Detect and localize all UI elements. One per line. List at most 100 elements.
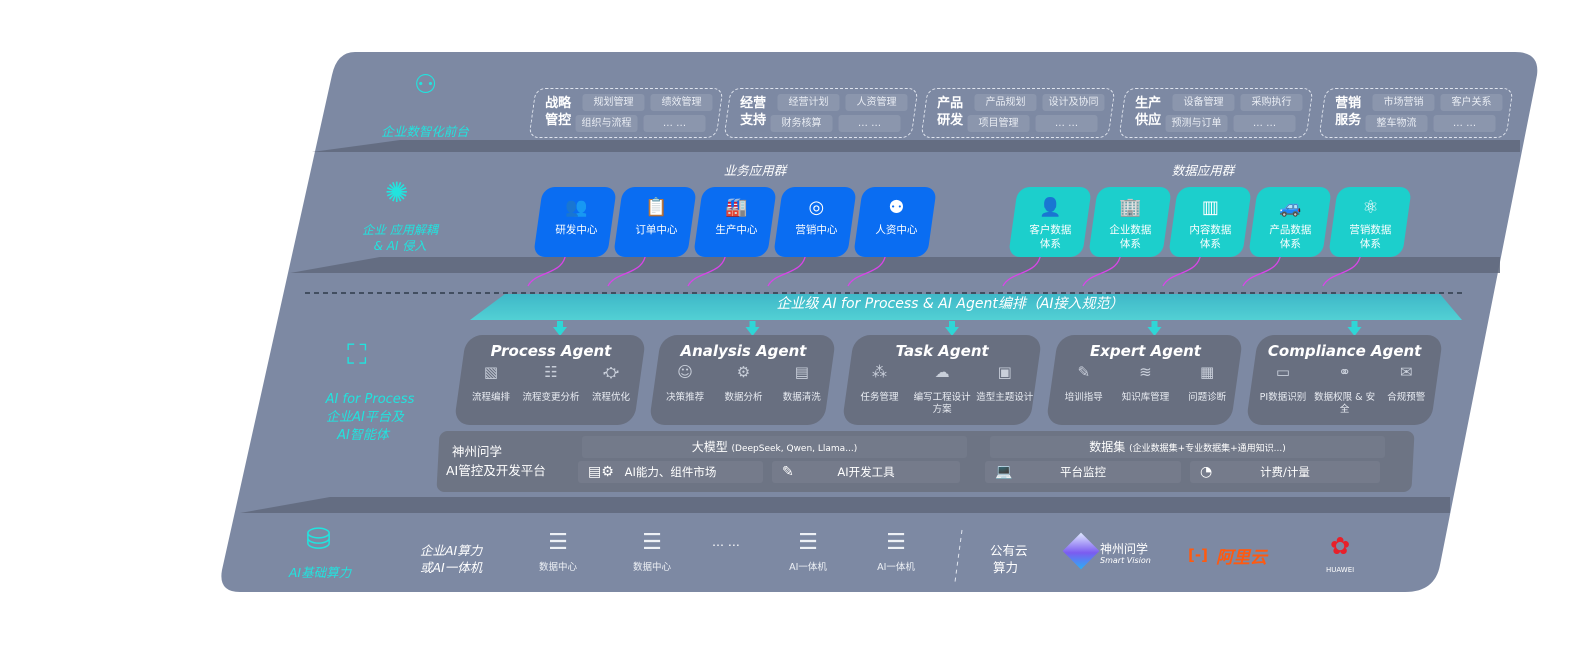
model-title: 大模型 [691, 440, 728, 454]
tile-content: 👥 研发中心 [539, 187, 613, 237]
orchestration-banner: 企业级 AI for Process & AI Agent编排（AI接入规范） [776, 296, 1124, 312]
server[interactable]: ☰ 数据中心 [622, 530, 682, 573]
agent-card-1[interactable]: Analysis Agent ☺ 决策推荐 ⚙ 数据分析 ▤ 数据清洗 [648, 335, 837, 425]
agent-capability[interactable]: ▭ PI数据识别 [1252, 363, 1313, 416]
business-tile[interactable]: 👥 研发中心 [533, 187, 617, 257]
capability-icon: ▦ [1200, 363, 1215, 381]
front-group-item[interactable]: … … [643, 115, 706, 132]
agent-capability[interactable]: ⚭ 数据权限 & 安全 [1314, 363, 1375, 416]
platform-cell[interactable]: ✎ AI开发工具 [772, 461, 960, 483]
agent-capability[interactable]: ≋ 知识库管理 [1115, 363, 1176, 404]
agent-capability[interactable]: ⁂ 任务管理 [848, 363, 910, 416]
agent-content: Compliance Agent ▭ PI数据识别 ⚭ 数据权限 & 安全 ✉ 合规预警 [1252, 342, 1437, 416]
users-icon: 👥 [565, 197, 588, 218]
agent-capability[interactable]: ▤ 数据清洗 [773, 363, 831, 404]
front-group-item[interactable]: … … [838, 115, 901, 132]
platform-cell[interactable]: ▤⚙ AI能力、组件市场 [578, 461, 763, 483]
business-tile[interactable]: 📋 订单中心 [613, 187, 697, 257]
tile-content: 🏢 企业数据体系 [1093, 187, 1167, 251]
agent-capability[interactable]: ▦ 问题诊断 [1177, 363, 1238, 404]
front-group-item[interactable]: 经营计划 [777, 94, 840, 111]
agent-capability[interactable]: ☷ 流程变更分析 [521, 363, 580, 404]
front-group-item[interactable]: 市场营销 [1372, 94, 1435, 111]
public-label-1: 公有云 [990, 543, 1028, 558]
data-tile-label: 企业数据体系 [1109, 224, 1152, 250]
atom-icon: ⚛ [1362, 197, 1379, 218]
agent-capability[interactable]: ⛮ 流程优化 [581, 363, 640, 404]
ai-label-2: 企业AI平台及 [326, 410, 404, 425]
platform-cell[interactable]: ◔ 计费/计量 [1190, 461, 1380, 483]
aliyun-name: 阿里云 [1216, 548, 1267, 568]
platform-cell-icon: ✎ [782, 464, 794, 480]
server-icon: ☰ [886, 530, 906, 555]
clipboard-icon: 📋 [645, 197, 668, 218]
agent-items: ▧ 流程编排 ☷ 流程变更分析 ⛮ 流程优化 [461, 363, 641, 404]
business-tile[interactable]: ◎ 营销中心 [773, 187, 857, 257]
brain-icon: ⚇ [414, 70, 438, 100]
agent-capability[interactable]: ☺ 决策推荐 [656, 363, 714, 404]
agent-card-0[interactable]: Process Agent ▧ 流程编排 ☷ 流程变更分析 ⛮ 流程优化 [453, 335, 647, 425]
server[interactable]: ☰ 数据中心 [528, 530, 588, 573]
server[interactable]: ☰ AI一体机 [866, 530, 926, 573]
data-tile[interactable]: ▥ 内容数据体系 [1168, 187, 1252, 257]
front-group-item[interactable]: 整车物流 [1365, 115, 1428, 132]
business-tile[interactable]: 🏭 生产中心 [693, 187, 777, 257]
data-tile[interactable]: 🏢 企业数据体系 [1088, 187, 1172, 257]
ai-label-1: AI for Process [325, 392, 415, 407]
front-group-item[interactable]: 产品规划 [974, 94, 1037, 111]
platform-cell-icon: ▤⚙ [588, 464, 614, 480]
front-group-item[interactable]: 规划管理 [582, 94, 645, 111]
front-group-item[interactable]: 财务核算 [770, 115, 833, 132]
agent-title: Compliance Agent [1267, 342, 1422, 360]
tile-content: 🚙 产品数据体系 [1253, 187, 1327, 251]
agent-capability[interactable]: ✉ 合规预警 [1376, 363, 1437, 416]
front-group-item[interactable]: 人资管理 [845, 94, 908, 111]
front-group-item[interactable]: 设计及协同 [1042, 94, 1105, 111]
front-group-2: 产品研发 产品规划 设计及协同 项目管理 … … [920, 88, 1116, 138]
capability-icon: ✉ [1399, 363, 1413, 381]
front-group-item[interactable]: 项目管理 [967, 115, 1030, 132]
agent-capability[interactable]: ⚙ 数据分析 [715, 363, 773, 404]
front-group-item[interactable]: 预测与订单 [1165, 115, 1228, 132]
front-group-item[interactable]: 采购执行 [1240, 94, 1303, 111]
agent-capability[interactable]: ✎ 培训指导 [1053, 363, 1114, 404]
platform-cell-label: AI能力、组件市场 [624, 465, 717, 479]
platform-cell-label: AI开发工具 [837, 465, 895, 479]
front-group-item[interactable]: 客户关系 [1440, 94, 1503, 111]
agent-card-2[interactable]: Task Agent ⁂ 任务管理 ☁ 编写工程设计方案 ▣ 造型主题设计 [841, 335, 1043, 425]
capability-label: 数据分析 [724, 392, 763, 403]
agent-card-4[interactable]: Compliance Agent ▭ PI数据识别 ⚭ 数据权限 & 安全 ✉ 合规预警 [1245, 335, 1444, 425]
smartvision-name: 神州问学 [1100, 542, 1149, 556]
huawei-logo-mark: ✿ [1330, 532, 1351, 560]
platform-cell[interactable]: 💻 平台监控 [985, 461, 1181, 483]
private-label-2: 或AI一体机 [420, 560, 483, 575]
ellipsis: … … [712, 535, 740, 549]
building-icon: 🏢 [1119, 197, 1142, 218]
data-tile[interactable]: 👤 客户数据体系 [1008, 187, 1092, 257]
data-tile[interactable]: ⚛ 营销数据体系 [1328, 187, 1412, 257]
server-icon: ☰ [798, 530, 818, 555]
front-group-title: 生产供应 [1135, 96, 1162, 128]
front-group-item[interactable]: … … [1233, 115, 1296, 132]
capability-label: 知识库管理 [1121, 392, 1170, 403]
agent-capability[interactable]: ▧ 流程编排 [461, 363, 520, 404]
capability-icon: ☁ [934, 363, 950, 381]
agent-capability[interactable]: ☁ 编写工程设计方案 [911, 363, 973, 416]
front-group-item[interactable]: 组织与流程 [575, 115, 638, 132]
private-label-1: 企业AI算力 [420, 543, 483, 558]
business-tile-label: 订单中心 [635, 224, 678, 236]
agent-title: Analysis Agent [680, 342, 807, 360]
front-group-item[interactable]: … … [1035, 115, 1098, 132]
front-group-item[interactable]: 绩效管理 [650, 94, 713, 111]
front-group-item[interactable]: 设备管理 [1172, 94, 1235, 111]
business-tile[interactable]: ⚉ 人资中心 [853, 187, 937, 257]
agent-content: Expert Agent ✎ 培训指导 ≋ 知识库管理 ▦ 问题诊断 [1053, 342, 1238, 404]
capability-icon: ▭ [1275, 363, 1291, 381]
server[interactable]: ☰ AI一体机 [778, 530, 838, 573]
agent-capability[interactable]: ▣ 造型主题设计 [974, 363, 1036, 416]
front-group-item[interactable]: … … [1433, 115, 1496, 132]
front-group-title: 产品研发 [937, 96, 964, 128]
data-tile[interactable]: 🚙 产品数据体系 [1248, 187, 1332, 257]
model-note: (DeepSeek, Qwen, Llama...) [731, 444, 858, 454]
agent-card-3[interactable]: Expert Agent ✎ 培训指导 ≋ 知识库管理 ▦ 问题诊断 [1045, 335, 1244, 425]
